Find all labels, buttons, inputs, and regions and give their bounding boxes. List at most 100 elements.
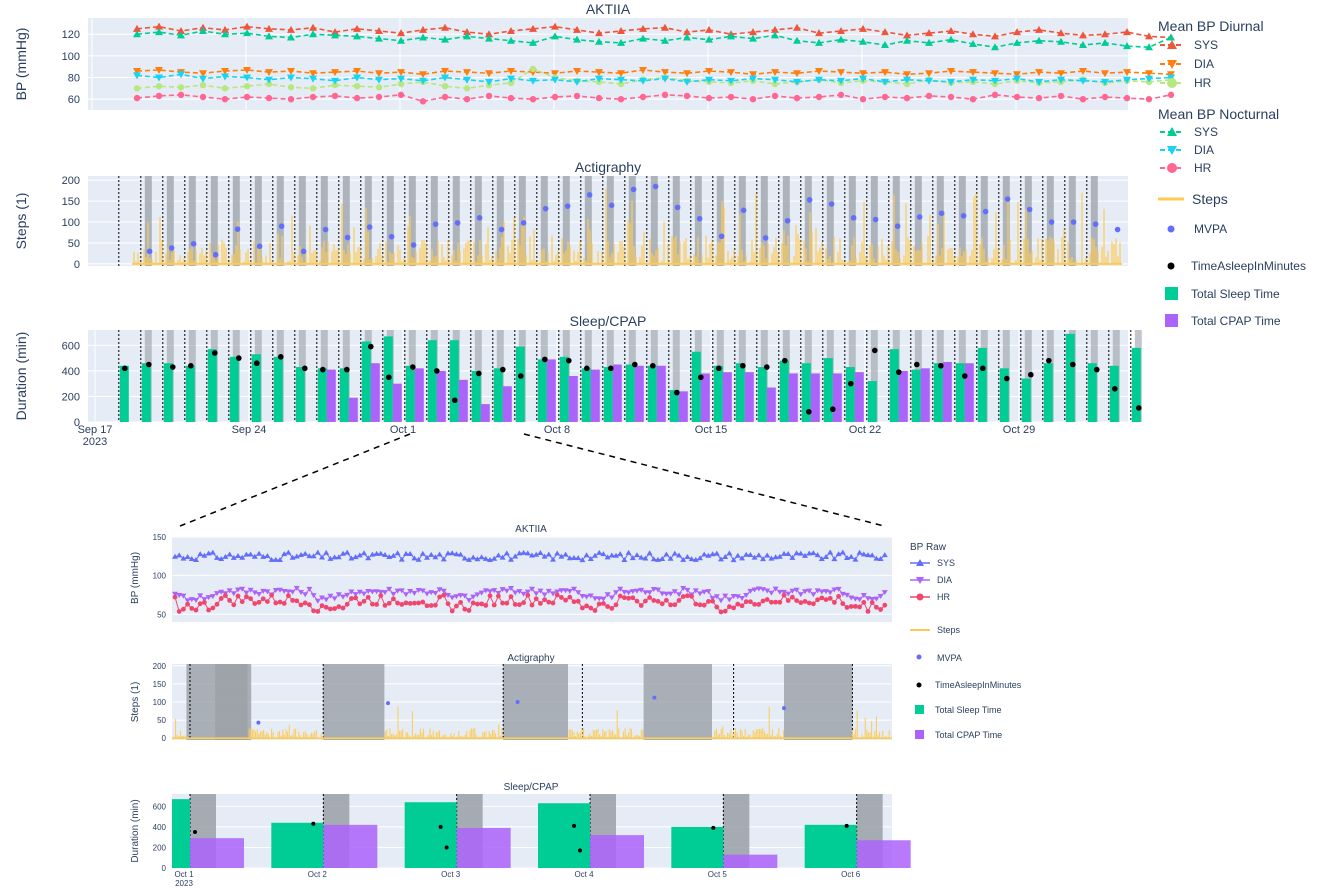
total-cpap-bar xyxy=(722,372,732,422)
hr-point xyxy=(925,92,933,100)
legend-time-asleep[interactable]: TimeAsleepInMinutes xyxy=(1167,259,1306,273)
dia-point xyxy=(1101,78,1109,86)
total-sleep-bar xyxy=(317,368,327,422)
sleep-zoom-ylabel: Duration (min) xyxy=(130,799,141,862)
dia-point xyxy=(595,75,603,83)
sys-zoom-point xyxy=(688,556,695,562)
total-sleep-bar xyxy=(647,365,657,422)
actigraphy-zoom-yticks: 0 50 100 150 200 xyxy=(153,662,167,743)
hr-zoom-point xyxy=(764,597,770,602)
sys-point xyxy=(771,25,779,33)
dia-zoom-point xyxy=(646,590,653,596)
legend-total-cpap[interactable]: Total CPAP Time xyxy=(1165,314,1281,328)
sys-zoom-point xyxy=(398,556,405,562)
sys-point xyxy=(815,38,823,46)
legend-zoom-dia[interactable]: DIA xyxy=(910,575,952,585)
sys-zoom-point xyxy=(726,550,733,556)
sys-zoom-point xyxy=(512,553,519,559)
dia-zoom-point xyxy=(650,586,657,592)
asleep-point xyxy=(410,364,416,370)
x-tick-label: Oct 8 xyxy=(544,424,570,436)
asleep-point xyxy=(500,366,506,373)
dia-point xyxy=(463,76,471,84)
sys-point xyxy=(133,30,141,38)
hr-zoom-point xyxy=(655,598,661,604)
legend-zoom-total-sleep[interactable]: Total Sleep Time xyxy=(915,705,1002,715)
hr-point xyxy=(661,91,669,99)
dia-zoom-point xyxy=(550,591,556,597)
legend-diurnal-hr[interactable]: HR xyxy=(1160,76,1212,90)
hr-point xyxy=(1167,91,1175,99)
dia-point xyxy=(507,68,515,76)
dia-point xyxy=(881,78,889,86)
legend-zoom-mvpa[interactable]: MVPA xyxy=(916,653,962,663)
dia-point xyxy=(573,68,581,76)
hr-point xyxy=(617,80,625,88)
hr-zoom-point xyxy=(378,593,384,598)
hr-zoom-point xyxy=(512,601,518,607)
total-sleep-bar xyxy=(889,349,899,422)
hr-zoom-point xyxy=(571,599,577,605)
legend-zoom-total-cpap[interactable]: Total CPAP Time xyxy=(915,730,1002,740)
mvpa-point xyxy=(784,217,791,224)
legend-mvpa[interactable]: MVPA xyxy=(1167,222,1228,236)
sys-zoom-point xyxy=(461,555,468,561)
dia-zoom-point xyxy=(470,594,477,600)
sys-zoom-point xyxy=(373,550,380,556)
legend-total-sleep[interactable]: Total Sleep Time xyxy=(1165,287,1280,301)
asleep-point xyxy=(236,355,242,361)
total-cpap-bar xyxy=(590,835,644,868)
hr-zoom-point xyxy=(244,594,249,600)
night-shade xyxy=(738,176,746,266)
x-tick-label: 2023 xyxy=(83,436,107,448)
legend-diurnal-sys[interactable]: SYS xyxy=(1160,38,1218,52)
dia-zoom-point xyxy=(617,586,624,592)
y-tick-label: 100 xyxy=(153,572,167,581)
total-sleep-bar xyxy=(493,368,503,422)
legend-zoom-time-asleep[interactable]: TimeAsleepInMinutes xyxy=(916,680,1022,690)
x-tick-label: Oct 22 xyxy=(849,424,881,436)
hr-zoom-point xyxy=(504,600,510,606)
asleep-point xyxy=(674,389,680,396)
hr-point xyxy=(463,85,471,92)
legend-nocturnal-dia[interactable]: DIA xyxy=(1160,143,1214,157)
total-sleep-bar xyxy=(141,363,151,422)
legend-steps[interactable]: Steps xyxy=(1158,191,1228,207)
sys-zoom-point xyxy=(314,549,321,555)
asleep-point xyxy=(1112,385,1118,392)
hr-zoom-point xyxy=(819,595,825,601)
dia-point xyxy=(947,68,955,76)
legend-nocturnal-sys[interactable]: SYS xyxy=(1160,125,1218,139)
sys-zoom-point xyxy=(701,551,708,557)
legend-nocturnal-hr[interactable]: HR xyxy=(1160,161,1212,175)
x-tick-label: Sep 17 xyxy=(78,424,113,436)
hr-zoom-point xyxy=(470,600,476,606)
dia-point xyxy=(397,69,405,77)
sys-point xyxy=(925,29,933,37)
dia-point xyxy=(1079,68,1087,76)
zoom-legend: BP Raw SYS DIA HR Steps MVPA TimeAsleepI… xyxy=(910,542,1022,740)
dia-zoom-point xyxy=(298,589,304,595)
legend-diurnal-dia[interactable]: DIA xyxy=(1160,57,1214,71)
night-shade xyxy=(672,330,680,422)
sys-zoom-point xyxy=(214,554,220,560)
hr-point xyxy=(639,93,647,101)
sys-point xyxy=(485,34,493,42)
sys-zoom-point xyxy=(877,555,884,561)
dia-zoom-point xyxy=(844,592,850,598)
legend-zoom-hr[interactable]: HR xyxy=(910,592,950,602)
legend-zoom-sys[interactable]: SYS xyxy=(910,558,955,568)
hr-zoom-point xyxy=(739,603,745,609)
sys-zoom-point xyxy=(831,556,838,562)
dia-zoom-point xyxy=(545,588,552,594)
asleep-point xyxy=(212,350,218,356)
hr-zoom-point xyxy=(298,602,304,608)
mvpa-point xyxy=(740,207,747,214)
hr-zoom-point xyxy=(370,601,375,607)
hr-zoom-point xyxy=(722,608,728,614)
hr-zoom-point xyxy=(517,602,522,608)
legend-zoom-steps[interactable]: Steps xyxy=(910,625,961,635)
sys-zoom-point xyxy=(718,556,724,562)
sys-zoom-point xyxy=(705,552,712,558)
dia-point xyxy=(441,68,449,76)
